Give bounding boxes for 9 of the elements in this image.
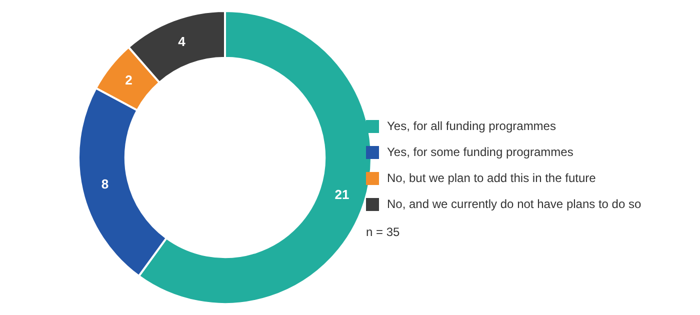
data-label: 4 bbox=[178, 34, 186, 49]
data-label: 21 bbox=[334, 187, 350, 202]
legend-label: No, but we plan to add this in the future bbox=[387, 171, 596, 185]
data-label: 8 bbox=[101, 176, 109, 192]
legend-label: Yes, for all funding programmes bbox=[387, 119, 556, 133]
data-label: 2 bbox=[125, 72, 132, 88]
legend-label: Yes, for some funding programmes bbox=[387, 145, 574, 159]
text: n = 35 bbox=[366, 225, 401, 239]
legend-label: No, and we currently do not have plans to do so bbox=[387, 197, 642, 211]
